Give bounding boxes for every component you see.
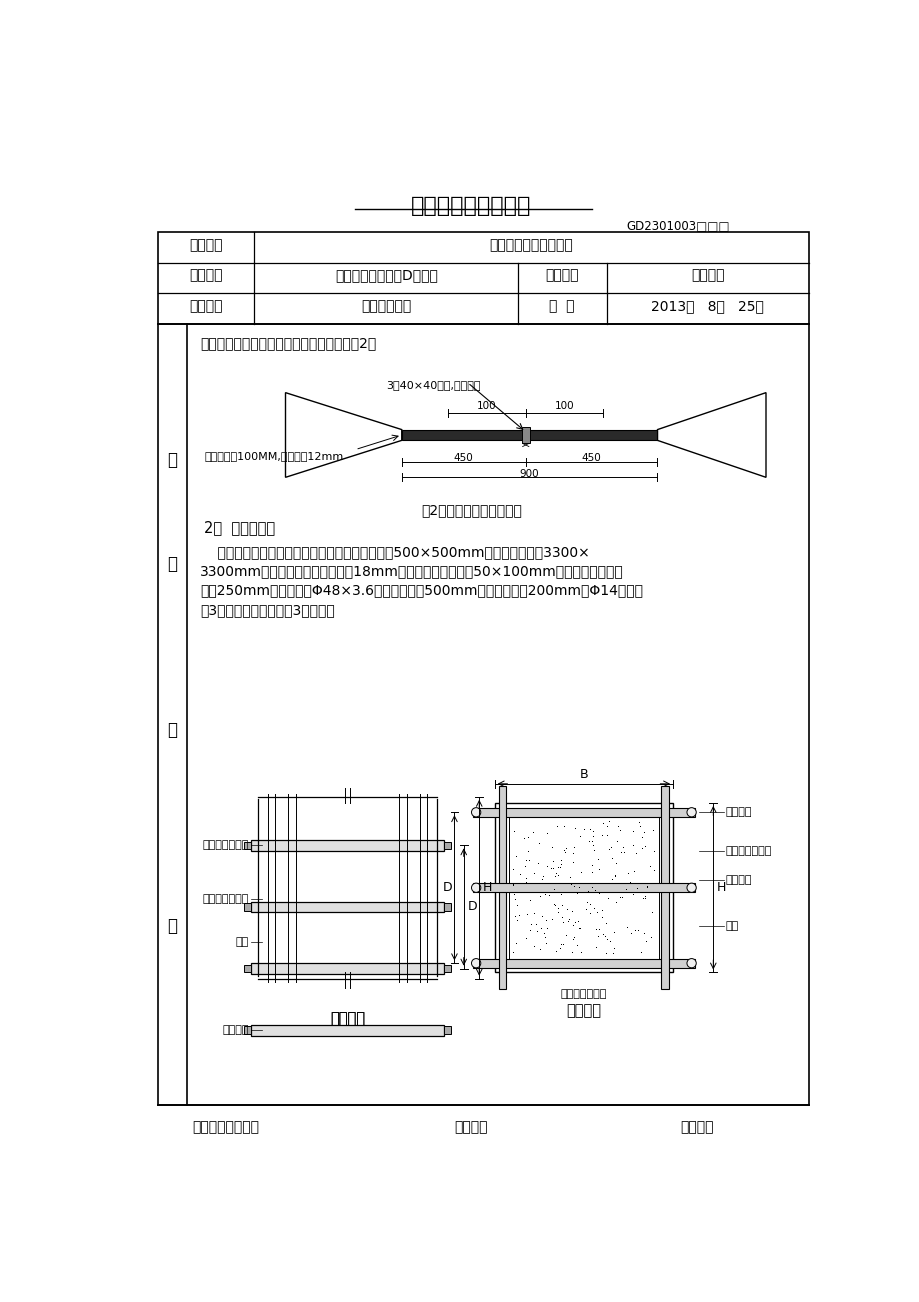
Text: 面板: 面板 [725, 922, 738, 931]
Text: 图2地下室侧墙用止水螺杆: 图2地下室侧墙用止水螺杆 [421, 503, 521, 517]
Text: 100: 100 [554, 401, 573, 411]
Text: 柱箍（圆钢管）: 柱箍（圆钢管） [202, 840, 249, 850]
Bar [498, 786, 505, 990]
Text: 柱箍（圆钢管）: 柱箍（圆钢管） [725, 846, 771, 855]
Text: 工程名称: 工程名称 [188, 268, 222, 283]
Text: 对拉螺栓: 对拉螺栓 [222, 1025, 249, 1035]
Text: 竖楞（圆钢管）: 竖楞（圆钢管） [202, 894, 249, 905]
Text: H: H [482, 881, 492, 894]
Text: 接受人：: 接受人： [680, 1120, 713, 1134]
Bar [508, 816, 658, 958]
Bar [250, 840, 444, 850]
Bar [521, 427, 529, 443]
Bar [444, 1026, 450, 1034]
Bar [244, 965, 250, 973]
Text: 地下室外墙对拉螺杆采用止水螺杆，如下图2：: 地下室外墙对拉螺杆采用止水螺杆，如下图2： [200, 336, 376, 350]
Circle shape [471, 807, 481, 816]
Text: 2013年   8月   25日: 2013年 8月 25日 [651, 299, 764, 314]
Bar [494, 803, 673, 973]
Text: 对拉螺栓: 对拉螺栓 [725, 875, 752, 885]
Text: 交底人：: 交底人： [454, 1120, 488, 1134]
Bar [661, 786, 668, 990]
Text: 施工单位: 施工单位 [188, 238, 222, 251]
Text: 日  期: 日 期 [549, 299, 574, 314]
Text: 450: 450 [581, 453, 601, 464]
Text: 柱立面图: 柱立面图 [330, 1010, 365, 1026]
Text: 450: 450 [453, 453, 473, 464]
Text: 3300mm的柱帽，独立柱模板采用18mm厚木胶合板做模板，50×100mm的方木做次龙骨，: 3300mm的柱帽，独立柱模板采用18mm厚木胶合板做模板，50×100mm的方… [200, 564, 623, 578]
Text: 竖楞（圆钢管）: 竖楞（圆钢管） [560, 990, 607, 1000]
Text: 底: 底 [167, 556, 177, 573]
Text: 100: 100 [477, 401, 496, 411]
Text: 内: 内 [167, 721, 177, 740]
Text: 间距250mm；柱箍采用Φ48×3.6双钢管，间距500mm，第一道距地200mm；Φ14螺栓配: 间距250mm；柱箍采用Φ48×3.6双钢管，间距500mm，第一道距地200m… [200, 583, 642, 598]
Text: 900: 900 [519, 469, 539, 479]
Text: 容: 容 [167, 917, 177, 935]
Bar [250, 963, 444, 974]
Text: 柱剖面图: 柱剖面图 [566, 1004, 601, 1018]
Bar [244, 904, 250, 911]
Text: D: D [442, 881, 451, 894]
Text: 模板支设技术交底卡: 模板支设技术交底卡 [411, 197, 531, 216]
Circle shape [686, 807, 696, 816]
Text: GD2301003□□□: GD2301003□□□ [626, 219, 729, 232]
Circle shape [471, 883, 481, 892]
Text: 专业技术负责人：: 专业技术负责人： [192, 1120, 259, 1134]
Text: H: H [717, 881, 726, 894]
Text: 两端套丝各100MM,螺杆直径12mm: 两端套丝各100MM,螺杆直径12mm [204, 452, 343, 461]
Text: B: B [579, 768, 587, 781]
Bar [250, 901, 444, 913]
Bar [444, 904, 450, 911]
Text: 美林湖水镇一标段D区工程: 美林湖水镇一标段D区工程 [335, 268, 437, 283]
Text: 地下室及主体: 地下室及主体 [361, 299, 411, 314]
Text: 中铁建设集团有限公司: 中铁建设集团有限公司 [489, 238, 573, 251]
Text: 3厚40×40钢片,双面满焊: 3厚40×40钢片,双面满焊 [386, 380, 481, 389]
Text: 柱立面图: 柱立面图 [330, 1010, 365, 1026]
Circle shape [686, 883, 696, 892]
Bar [250, 1025, 444, 1035]
Text: 模板工程: 模板工程 [690, 268, 724, 283]
Text: 交: 交 [167, 452, 177, 470]
Text: 对拉螺栓: 对拉螺栓 [725, 807, 752, 818]
Text: 交底部位: 交底部位 [188, 299, 222, 314]
Bar [472, 958, 694, 967]
Bar [472, 807, 694, 816]
Bar [157, 232, 808, 324]
Bar [472, 883, 694, 892]
Text: 置3形卡加固，用钢管做3道斜撑。: 置3形卡加固，用钢管做3道斜撑。 [200, 603, 335, 617]
Text: 分部工程: 分部工程 [545, 268, 578, 283]
Bar [244, 841, 250, 849]
Bar [444, 841, 450, 849]
Text: D: D [467, 901, 477, 914]
Bar [444, 965, 450, 973]
Bar [244, 1026, 250, 1034]
Circle shape [471, 958, 481, 967]
Bar [402, 430, 657, 440]
Text: 本工程独立柱处于地下室公共部分，柱子底部为500×500mm的方柱，顶部为3300×: 本工程独立柱处于地下室公共部分，柱子底部为500×500mm的方柱，顶部为330… [200, 546, 589, 559]
Circle shape [686, 958, 696, 967]
Text: 面板: 面板 [235, 936, 249, 947]
Text: 2、  独立柱模板: 2、 独立柱模板 [204, 519, 275, 535]
